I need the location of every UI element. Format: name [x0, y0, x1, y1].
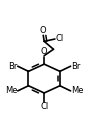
Text: Br: Br: [8, 62, 17, 71]
Text: Cl: Cl: [40, 102, 48, 111]
Text: Cl: Cl: [55, 34, 64, 43]
Text: Br: Br: [71, 62, 80, 71]
Text: Me: Me: [5, 86, 17, 95]
Text: O: O: [41, 47, 48, 56]
Text: Me: Me: [71, 86, 84, 95]
Text: O: O: [39, 26, 46, 35]
